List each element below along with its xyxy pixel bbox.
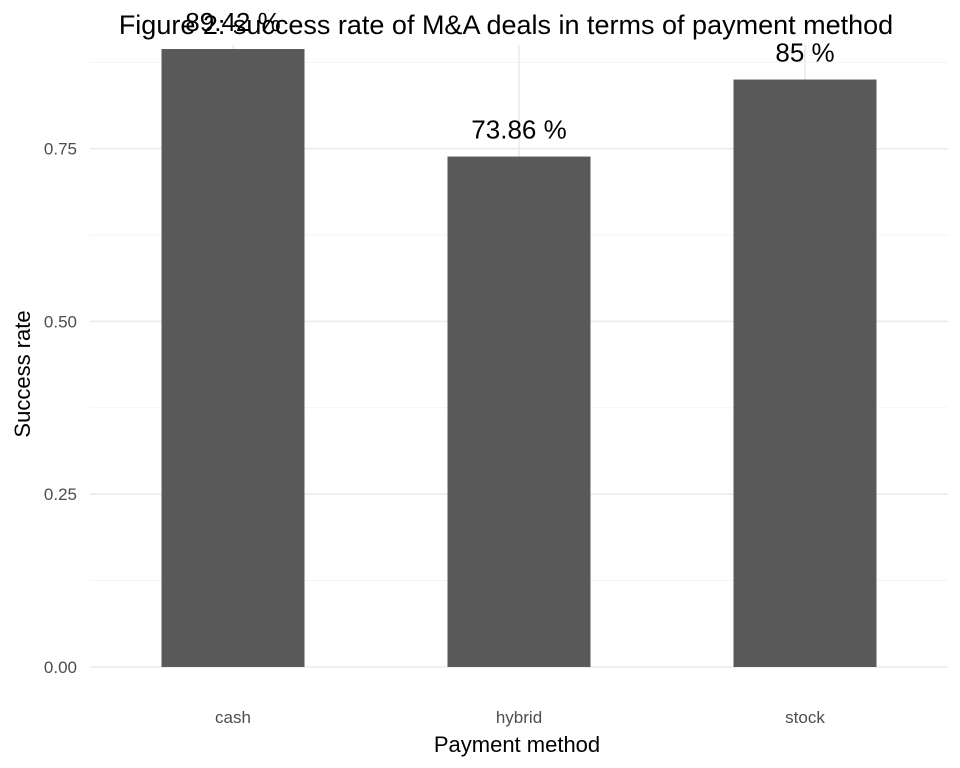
bars: [161, 49, 877, 668]
y-tick-label: 0.00: [44, 658, 77, 677]
data-label-stock: 85 %: [775, 38, 834, 68]
bar-hybrid: [447, 156, 591, 667]
bar-cash: [161, 49, 305, 668]
x-tick-label-cash: cash: [215, 708, 251, 727]
x-tick-label-stock: stock: [785, 708, 825, 727]
y-tick-label: 0.75: [44, 140, 77, 159]
x-axis-tick-labels: cash hybrid stock: [215, 708, 825, 727]
chart-title: Figure 2: success rate of M&A deals in t…: [119, 10, 893, 40]
x-tick-label-hybrid: hybrid: [496, 708, 542, 727]
y-tick-label: 0.25: [44, 485, 77, 504]
y-tick-label: 0.50: [44, 312, 77, 331]
data-label-cash: 89.42 %: [185, 7, 280, 37]
y-axis-tick-labels: 0.00 0.25 0.50 0.75: [44, 140, 77, 677]
bar-stock: [733, 79, 877, 668]
x-axis-title: Payment method: [434, 732, 600, 757]
data-labels: 89.42 % 73.86 % 85 %: [185, 7, 834, 145]
data-label-hybrid: 73.86 %: [471, 115, 566, 145]
y-axis-title: Success rate: [10, 310, 35, 437]
